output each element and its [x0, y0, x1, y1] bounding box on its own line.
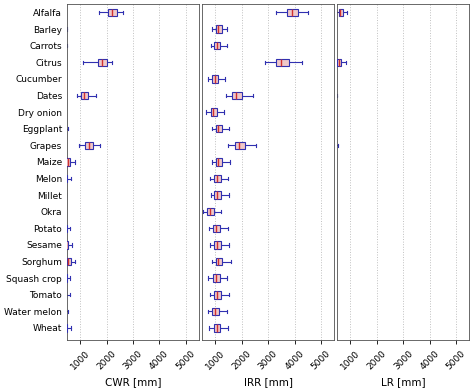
Bar — [207, 208, 214, 215]
Bar — [326, 192, 327, 199]
Bar — [326, 324, 327, 332]
Bar — [210, 108, 217, 116]
Bar — [337, 59, 341, 66]
Bar — [61, 25, 64, 33]
Bar — [232, 92, 242, 99]
Bar — [61, 192, 63, 199]
Bar — [326, 42, 327, 49]
Bar — [326, 274, 327, 282]
Bar — [325, 108, 326, 116]
Bar — [58, 208, 62, 215]
Bar — [287, 9, 299, 16]
Bar — [326, 25, 327, 33]
Bar — [213, 224, 220, 232]
Bar — [327, 158, 328, 166]
Bar — [61, 308, 64, 315]
Bar — [216, 25, 222, 33]
Bar — [64, 224, 67, 232]
Bar — [108, 9, 117, 16]
Bar — [214, 324, 220, 332]
Bar — [60, 75, 63, 83]
Bar — [326, 291, 327, 298]
Bar — [57, 108, 59, 116]
Bar — [330, 92, 334, 99]
Bar — [339, 9, 343, 16]
Bar — [215, 192, 221, 199]
Bar — [85, 142, 93, 149]
Bar — [214, 42, 220, 49]
Bar — [235, 142, 245, 149]
Bar — [66, 158, 70, 166]
Bar — [214, 241, 221, 249]
X-axis label: LR [mm]: LR [mm] — [381, 377, 426, 387]
Bar — [216, 258, 222, 265]
Bar — [326, 308, 327, 315]
Bar — [63, 324, 67, 332]
X-axis label: CWR [mm]: CWR [mm] — [105, 377, 161, 387]
Bar — [67, 258, 71, 265]
Bar — [64, 175, 67, 182]
Bar — [212, 308, 219, 315]
Bar — [212, 75, 219, 83]
Bar — [63, 274, 67, 282]
Bar — [61, 125, 64, 133]
Bar — [64, 241, 68, 249]
Bar — [276, 59, 289, 66]
Bar — [216, 158, 222, 166]
Bar — [327, 175, 328, 182]
Bar — [214, 175, 220, 182]
X-axis label: IRR [mm]: IRR [mm] — [244, 377, 292, 387]
Bar — [331, 142, 335, 149]
Bar — [82, 92, 88, 99]
Bar — [216, 125, 222, 133]
Bar — [61, 42, 64, 49]
Bar — [215, 291, 221, 298]
Bar — [327, 258, 328, 265]
Bar — [326, 241, 327, 249]
Bar — [63, 291, 66, 298]
Bar — [98, 59, 107, 66]
Bar — [326, 125, 327, 133]
Bar — [213, 274, 220, 282]
